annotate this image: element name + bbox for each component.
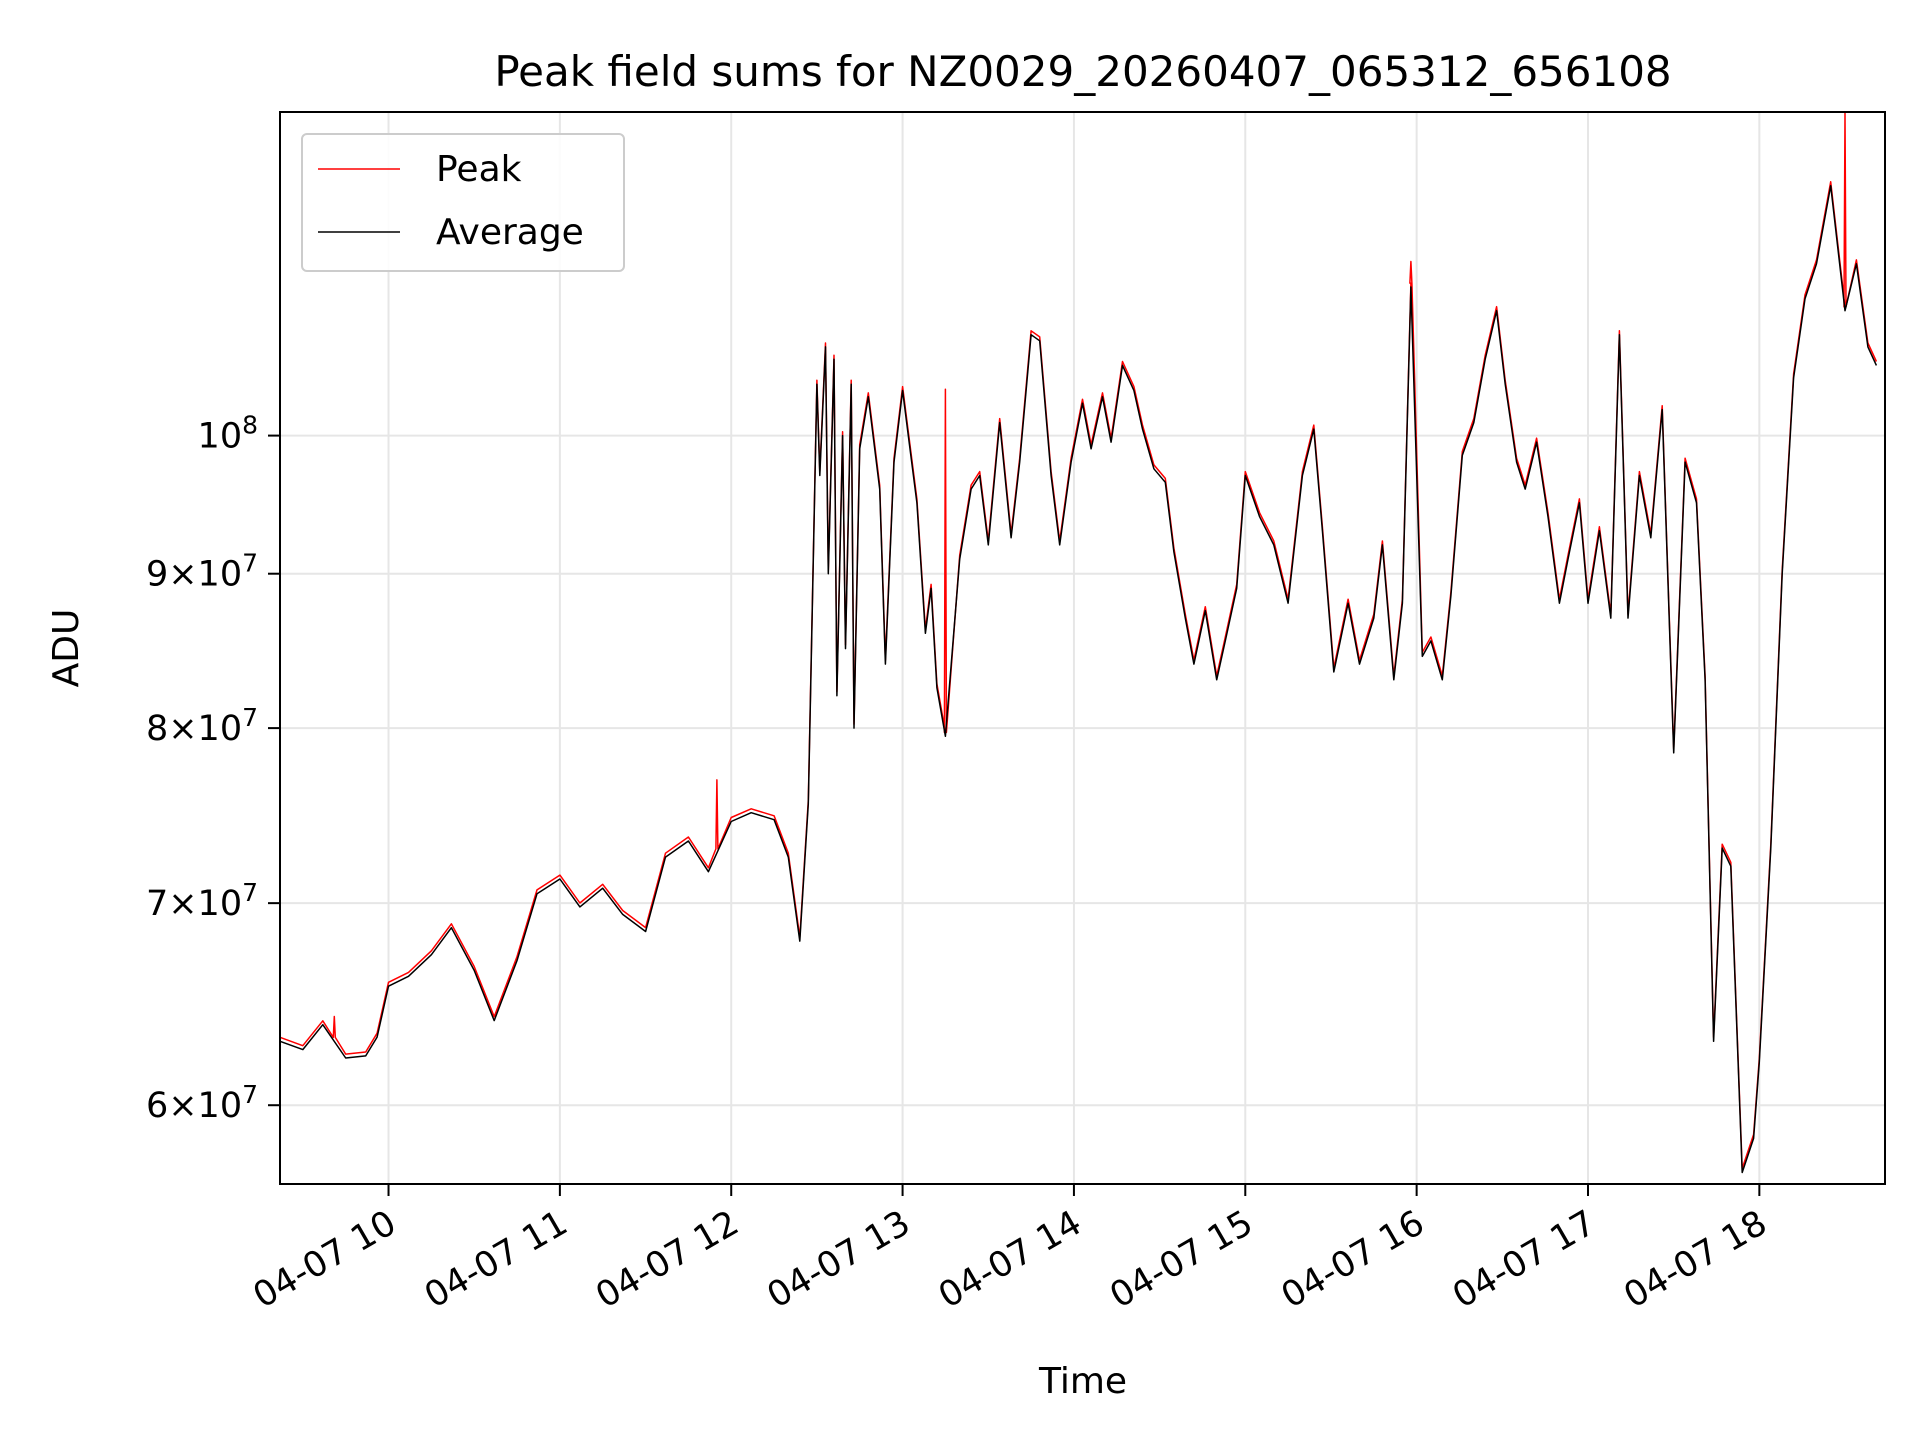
- series-line-average: [279, 184, 1878, 1174]
- chart-title: Peak field sums for NZ0029_20260407_0653…: [494, 47, 1671, 96]
- plot-lines: [279, 111, 1878, 1174]
- y-tick-label: 8×107: [146, 703, 258, 749]
- grid: [280, 112, 1885, 1184]
- x-axis-label: Time: [1038, 1361, 1127, 1402]
- y-tick-label: 9×107: [146, 549, 258, 595]
- legend: Peak Average: [301, 133, 625, 272]
- y-tick-label: 108: [198, 411, 258, 457]
- y-axis: 6×107 7×107 8×107 9×107 108: [146, 411, 280, 1126]
- y-axis-label: ADU: [46, 609, 87, 688]
- legend-label-peak: Peak: [436, 149, 522, 190]
- plot-frame: [279, 111, 1886, 1185]
- y-tick-label: 7×107: [146, 878, 258, 924]
- y-tick-label: 6×107: [146, 1080, 258, 1126]
- legend-label-average: Average: [436, 212, 584, 253]
